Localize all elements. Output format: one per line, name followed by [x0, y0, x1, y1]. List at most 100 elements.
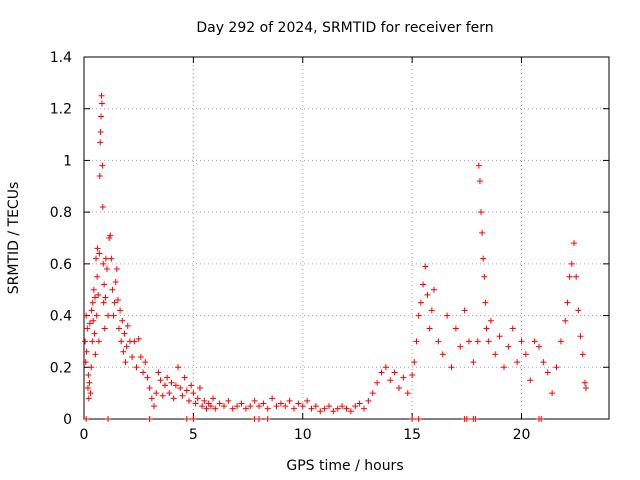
data-point	[382, 364, 389, 371]
data-point	[92, 351, 99, 358]
data-point	[177, 384, 184, 391]
data-point	[144, 374, 151, 381]
data-point	[122, 359, 129, 366]
data-point	[89, 299, 96, 306]
data-point	[91, 294, 98, 301]
data-point	[100, 260, 107, 267]
data-point	[175, 364, 182, 371]
data-point	[116, 325, 122, 332]
data-point	[264, 405, 271, 412]
data-point	[83, 416, 90, 422]
data-point	[251, 397, 258, 404]
data-point	[321, 405, 328, 412]
data-point	[369, 390, 376, 397]
data-point	[90, 286, 97, 293]
data-point	[88, 364, 95, 371]
data-point	[188, 382, 195, 389]
data-point	[509, 325, 516, 332]
data-point	[87, 390, 94, 397]
data-point	[98, 100, 105, 107]
data-point	[571, 240, 577, 247]
data-point	[339, 403, 346, 410]
data-point	[99, 203, 106, 210]
data-point	[242, 405, 249, 412]
data-point	[82, 338, 89, 345]
data-point	[308, 405, 315, 412]
y-tick-label: 0.6	[50, 257, 72, 273]
data-point	[97, 139, 104, 146]
y-axis-label: SRMTID / TECUs	[6, 182, 22, 295]
data-point	[93, 312, 100, 319]
data-point	[361, 405, 367, 412]
data-point	[168, 379, 175, 386]
data-point	[82, 359, 89, 366]
data-point	[269, 395, 276, 402]
data-point	[121, 330, 128, 337]
data-point	[475, 162, 482, 169]
data-point	[485, 338, 492, 345]
data-point	[566, 273, 573, 280]
data-point	[581, 379, 588, 386]
data-point	[123, 343, 130, 350]
data-point	[111, 299, 118, 306]
data-point	[86, 379, 93, 386]
data-point	[518, 338, 525, 345]
data-point	[431, 286, 437, 293]
data-point	[317, 408, 324, 415]
data-point	[326, 403, 332, 410]
data-point	[295, 400, 302, 407]
data-point	[181, 374, 188, 381]
y-tick-label: 0.8	[50, 205, 72, 221]
data-point	[426, 325, 433, 332]
data-point	[113, 266, 120, 273]
data-point	[496, 333, 503, 340]
data-point	[84, 325, 91, 332]
data-point	[161, 382, 168, 389]
data-point	[94, 273, 101, 280]
data-point	[110, 312, 117, 319]
data-point	[256, 403, 262, 410]
data-point	[109, 286, 116, 293]
data-point	[312, 403, 319, 410]
data-point	[413, 338, 420, 345]
data-point	[212, 405, 219, 412]
data-point	[474, 338, 481, 345]
data-point	[378, 369, 385, 376]
y-tick-label: 1	[63, 153, 72, 169]
data-point	[514, 359, 521, 366]
data-point	[190, 390, 197, 397]
data-point	[577, 333, 584, 340]
data-point	[409, 372, 416, 379]
data-point	[107, 232, 114, 239]
data-point	[201, 397, 208, 404]
data-point	[452, 325, 459, 332]
data-point	[85, 395, 92, 402]
data-point	[85, 372, 92, 379]
data-point	[164, 374, 171, 381]
data-point	[83, 348, 90, 355]
data-point	[404, 390, 411, 397]
data-point	[90, 317, 97, 324]
data-point	[221, 403, 227, 410]
data-point	[478, 209, 485, 216]
data-point	[97, 128, 104, 135]
data-point	[94, 245, 101, 252]
data-point	[183, 387, 190, 394]
plot-frame	[83, 56, 610, 420]
data-point	[93, 255, 100, 262]
data-point	[88, 307, 95, 314]
data-point	[356, 400, 363, 407]
data-point	[482, 299, 489, 306]
data-point	[146, 416, 153, 422]
data-point	[133, 364, 140, 371]
data-point	[84, 384, 91, 391]
data-point	[409, 416, 416, 422]
data-point	[476, 178, 483, 185]
data-point	[89, 338, 96, 345]
data-point	[470, 359, 477, 366]
data-point	[210, 395, 217, 402]
x-tick-label: 5	[189, 427, 198, 443]
data-point	[553, 364, 560, 371]
data-point	[286, 397, 293, 404]
data-point	[501, 364, 507, 371]
